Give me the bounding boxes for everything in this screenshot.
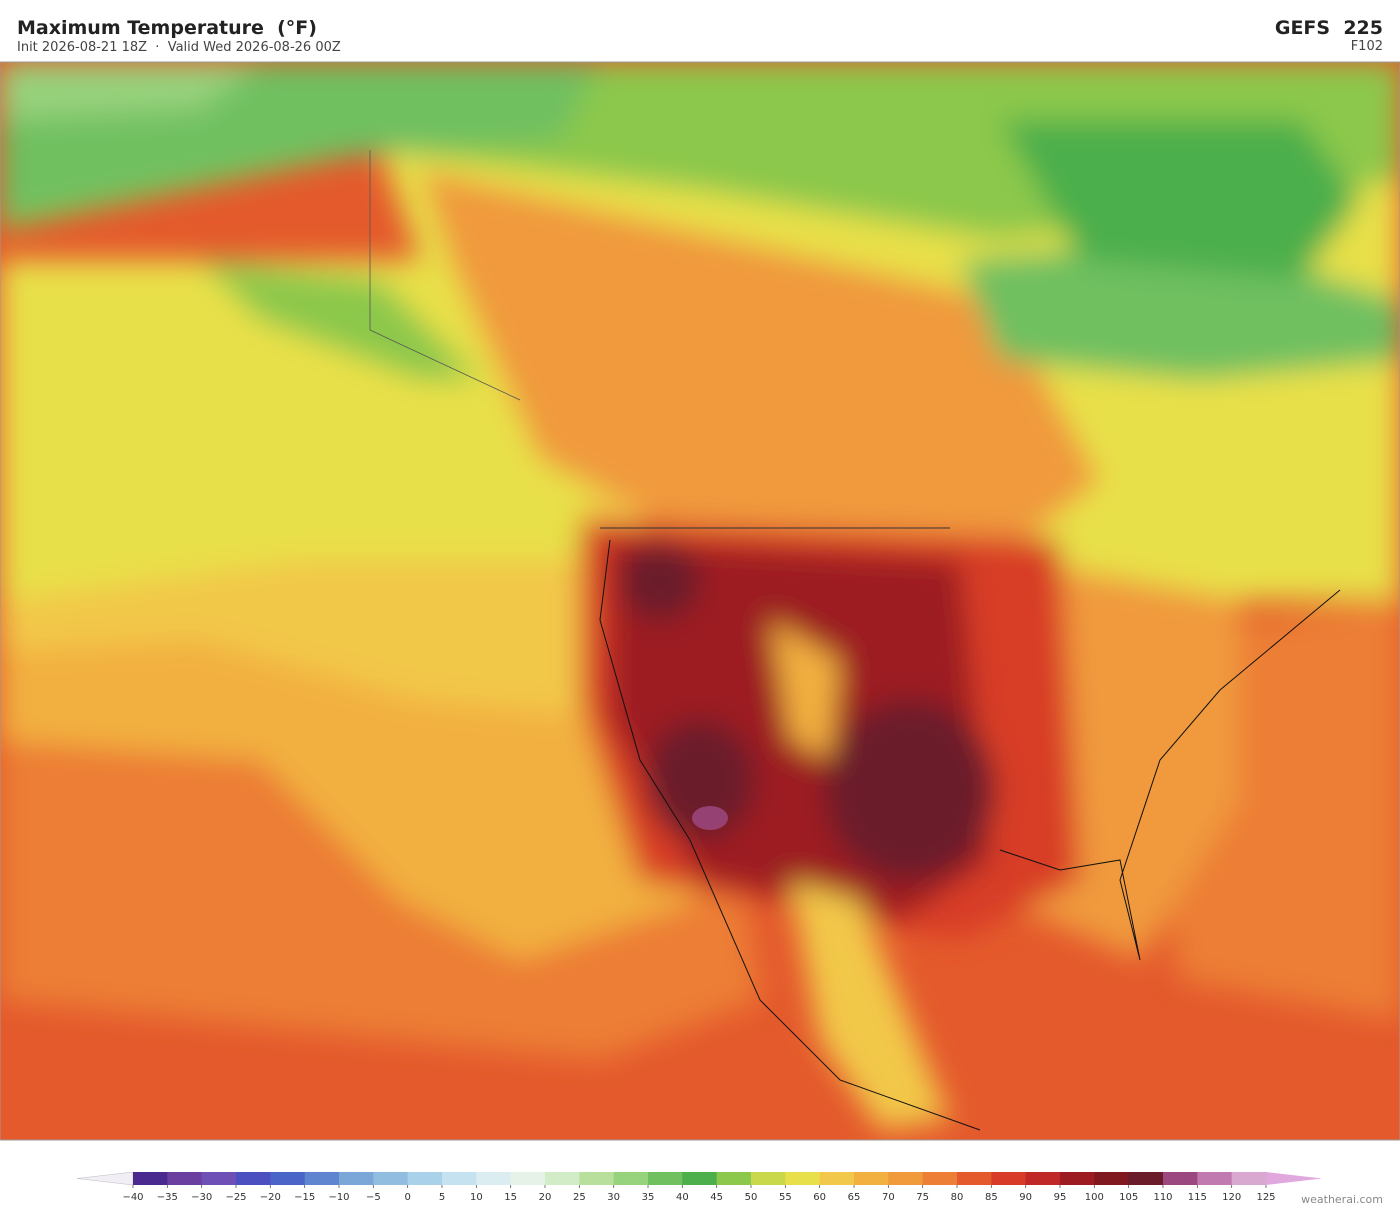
colorbar-bin [854,1172,889,1185]
colorbar-tick-label: −25 [225,1192,246,1203]
colorbar-tick-label: 105 [1119,1192,1138,1203]
colorbar-bin [476,1172,512,1185]
colorbar-bin [613,1172,649,1185]
colorbar-bin [510,1172,546,1185]
colorbar-tick-label: 25 [573,1192,586,1203]
colorbar-bin [339,1172,374,1185]
colorbar-bin [1025,1172,1061,1185]
colorbar-tick-label: −40 [122,1192,143,1203]
colorbar-tick-label: 50 [745,1192,758,1203]
forecast-hour: F102 [1351,39,1383,54]
colorbar-tick-label: −35 [157,1192,178,1203]
colorbar-tick-label: 90 [1019,1192,1032,1203]
colorbar-under [76,1171,134,1186]
colorbar-bin [819,1172,855,1185]
colorbar-bin [373,1172,409,1185]
model-name: GEFS 225 [1275,17,1383,39]
colorbar-bin [1163,1172,1198,1185]
colorbar-bin [888,1172,924,1185]
colorbar-bin [442,1172,477,1185]
colorbar-tick-label: 55 [779,1192,792,1203]
colorbar-tick-label: 70 [882,1192,895,1203]
colorbar-tick-label: 125 [1256,1192,1275,1203]
title: Maximum Temperature (°F) [17,17,317,39]
colorbar-bin [1094,1172,1130,1185]
colorbar-tick-label: −20 [260,1192,281,1203]
subtitle: Init 2026-08-21 18Z · Valid Wed 2026-08-… [17,40,341,55]
colorbar-tick-label: 5 [439,1192,445,1203]
colorbar-tick-label: 35 [642,1192,655,1203]
colorbar-tick-label: 0 [404,1192,410,1203]
colorbar-bin [407,1172,443,1185]
colorbar-bin [201,1172,237,1185]
colorbar-tick-label: 10 [470,1192,483,1203]
colorbar-tick-label: 120 [1222,1192,1241,1203]
colorbar-tick-label: 20 [539,1192,552,1203]
colorbar-tick-label: 110 [1153,1192,1172,1203]
colorbar-bin [167,1172,203,1185]
colorbar-bin [1128,1172,1164,1185]
colorbar-tick-label: 85 [985,1192,998,1203]
colorbar-bin [270,1172,306,1185]
colorbar-bin [545,1172,580,1185]
colorbar-bin [579,1172,615,1185]
colorbar-tick-label: 65 [848,1192,861,1203]
colorbar-over [1266,1172,1322,1185]
colorbar-bin [1231,1172,1267,1185]
colorbar-bin [957,1172,992,1185]
colorbar-tick-label: 40 [676,1192,689,1203]
colorbar-tick-label: −30 [191,1192,212,1203]
colorbar-bin [991,1172,1027,1185]
colorbar-tick-label: 30 [607,1192,620,1203]
colorbar-tick-label: 15 [504,1192,517,1203]
colorbar-tick-label: 115 [1188,1192,1207,1203]
colorbar: −40 −35 −30 −25 −20 −15 −10 −5 0 5 10 15 20 25 30 35 40 4… [76,1171,1322,1203]
colorbar-bin [304,1172,340,1185]
colorbar-tick-label: 100 [1085,1192,1104,1203]
colorbar-tick-label: −10 [328,1192,349,1203]
colorbar-tick-label: −5 [366,1192,381,1203]
colorbar-bin [1197,1172,1233,1185]
colorbar-bin [236,1172,271,1185]
map-frame [0,61,1400,1141]
colorbar-tick-label: 75 [916,1192,929,1203]
colorbar-tick-label: −15 [294,1192,315,1203]
colorbar-tick-label: 60 [813,1192,826,1203]
temperature-field [0,62,1400,1130]
colorbar-bin [648,1172,683,1185]
credit: weatherai.com [1301,1193,1383,1206]
colorbar-bin [1060,1172,1095,1185]
colorbar-bin [922,1172,958,1185]
colorbar-bin [133,1172,168,1185]
colorbar-tick-label: 95 [1054,1192,1067,1203]
colorbar-bin [682,1172,718,1185]
colorbar-tick-label: 45 [710,1192,723,1203]
map [0,62,1400,1140]
colorbar-bin [716,1172,752,1185]
colorbar-bin [751,1172,786,1185]
colorbar-bin [785,1172,821,1185]
colorbar-tick-label: 80 [951,1192,964,1203]
